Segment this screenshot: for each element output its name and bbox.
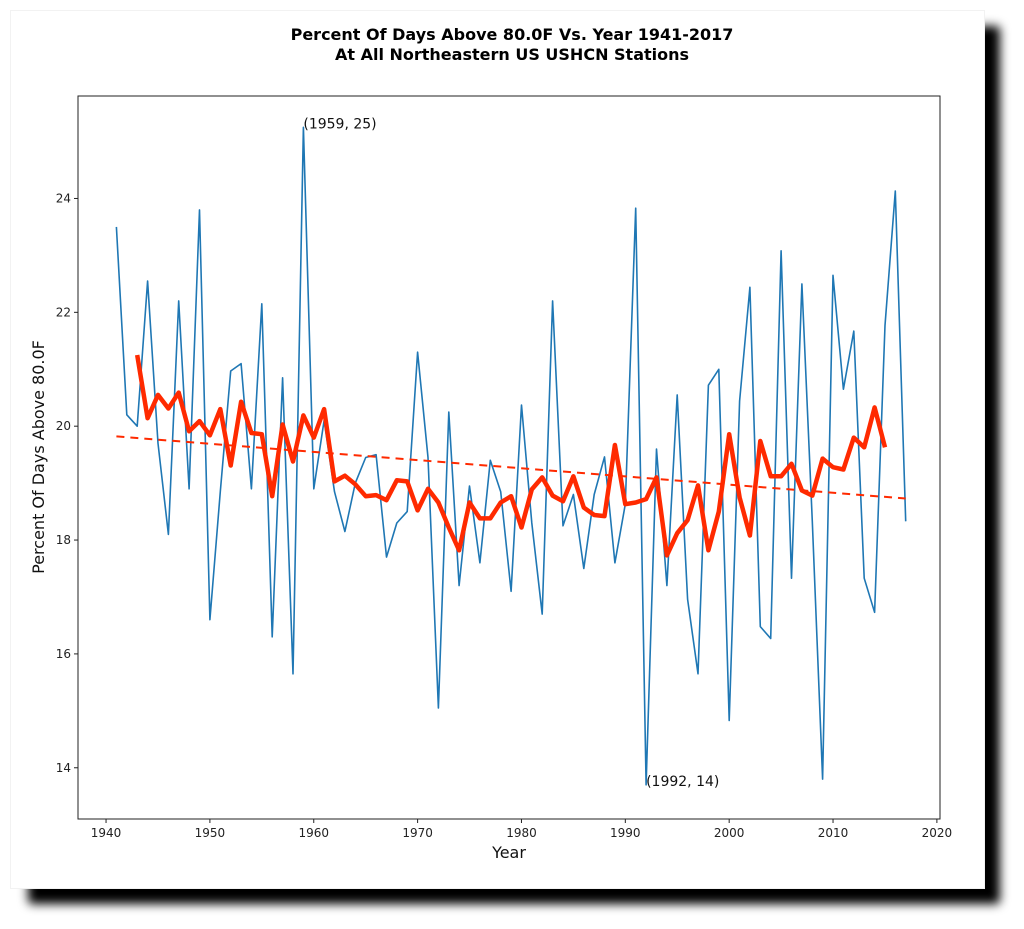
x-tick-label: 1960	[298, 826, 329, 840]
trend-line	[116, 435, 906, 500]
x-tick-label: 1990	[610, 826, 641, 840]
y-tick-label: 24	[56, 191, 71, 205]
x-tick-label: 2020	[922, 826, 953, 840]
y-axis-label: Percent Of Days Above 80.0F	[29, 340, 48, 574]
x-tick-label: 2000	[714, 826, 745, 840]
point-annotation: (1992, 14)	[646, 774, 719, 790]
x-tick-label: 1970	[402, 826, 433, 840]
plot-frame	[77, 95, 941, 820]
x-tick-label: 1950	[195, 826, 226, 840]
annual-series-line	[115, 126, 907, 786]
y-tick-label: 20	[56, 419, 71, 433]
y-tick-label: 22	[56, 305, 71, 319]
point-annotation: (1959, 25)	[303, 116, 376, 132]
x-tick-label: 1980	[506, 826, 537, 840]
x-tick-label: 2010	[818, 826, 849, 840]
moving-average-line	[134, 354, 888, 558]
y-tick-label: 18	[56, 533, 71, 547]
x-tick-label: 1940	[91, 826, 122, 840]
y-axis: 14 16 18 20 22 24	[56, 191, 78, 775]
y-tick-label: 16	[56, 647, 71, 661]
y-tick-label: 14	[56, 761, 71, 775]
annotations: (1959, 25) (1992, 14)	[303, 116, 719, 790]
x-axis-label: Year	[491, 843, 526, 862]
chart-subtitle: At All Northeastern US USHCN Stations	[334, 45, 690, 64]
x-axis: 1940 1950 1960 1970 1980 1990 2000 2010 2020	[91, 819, 952, 840]
chart-title: Percent Of Days Above 80.0F Vs. Year 194…	[290, 25, 734, 44]
plot-lines	[115, 126, 907, 786]
